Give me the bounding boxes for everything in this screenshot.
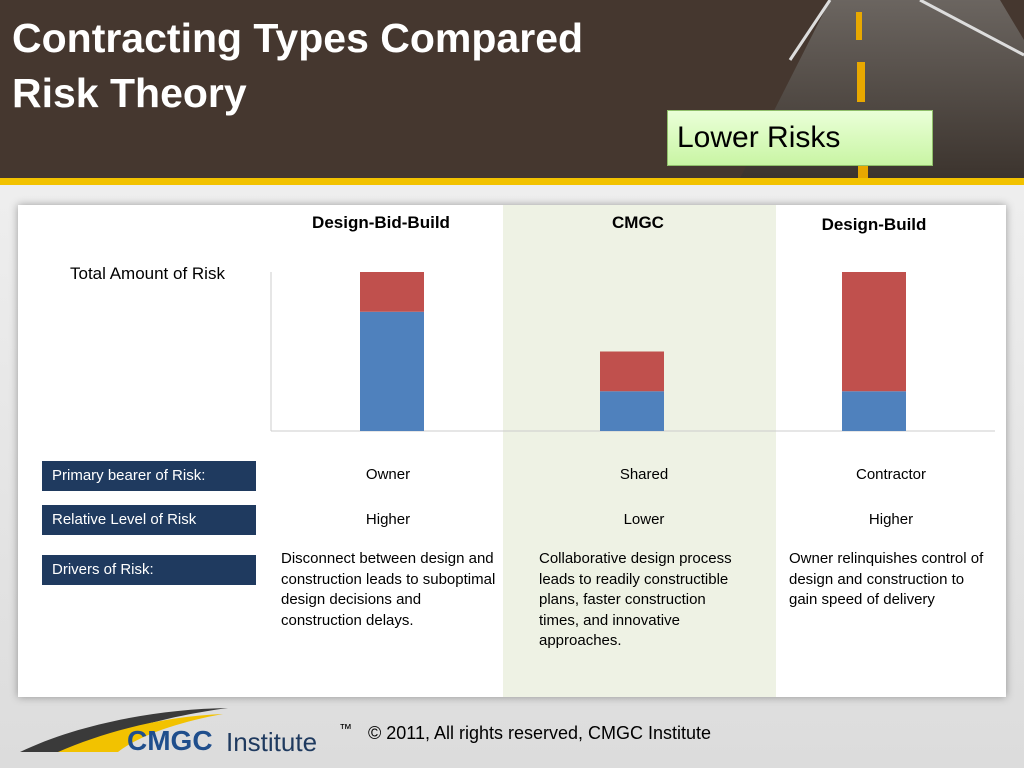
cell: Contractor — [855, 466, 927, 483]
category-label: Design-Build — [821, 215, 927, 234]
column-highlight — [503, 205, 776, 697]
trademark: ™ — [339, 721, 352, 736]
bar-segment — [842, 272, 906, 392]
row-label: Primary bearer of Risk: — [42, 461, 256, 491]
y-axis-label: Total Amount of Risk — [70, 264, 225, 283]
cell: Lower — [623, 511, 665, 528]
cell: Owner relinquishes control of design and… — [789, 550, 984, 608]
bar-segment — [600, 351, 664, 392]
cell: Disconnect between design and constructi… — [281, 550, 496, 629]
cell: Shared — [619, 466, 669, 483]
bar-segment — [842, 391, 906, 431]
copyright: © 2011, All rights reserved, CMGC Instit… — [368, 723, 712, 743]
title: Risk Theory — [12, 70, 247, 116]
header: Contracting Types Compared Risk Theory L… — [0, 0, 1024, 185]
bar-segment — [600, 391, 664, 431]
logo-swoosh — [20, 708, 228, 752]
category-label: CMGC — [612, 213, 664, 232]
cell: Higher — [868, 511, 914, 528]
row-label: Relative Level of Risk — [42, 505, 256, 535]
bar-segment — [360, 311, 424, 431]
cell: Higher — [365, 511, 411, 528]
title: Contracting Types Compared — [12, 15, 584, 61]
category-label: Design-Bid-Build — [312, 213, 450, 232]
callout: Lower Risks — [667, 110, 933, 166]
cell: Owner — [365, 466, 411, 483]
bar-segment — [360, 272, 424, 312]
logo-text: CMGC — [127, 725, 213, 756]
logo-text: Institute — [226, 727, 318, 757]
cell: Collaborative design process leads to re… — [539, 550, 732, 649]
chart — [270, 272, 995, 432]
row-label: Drivers of Risk: — [42, 555, 256, 585]
